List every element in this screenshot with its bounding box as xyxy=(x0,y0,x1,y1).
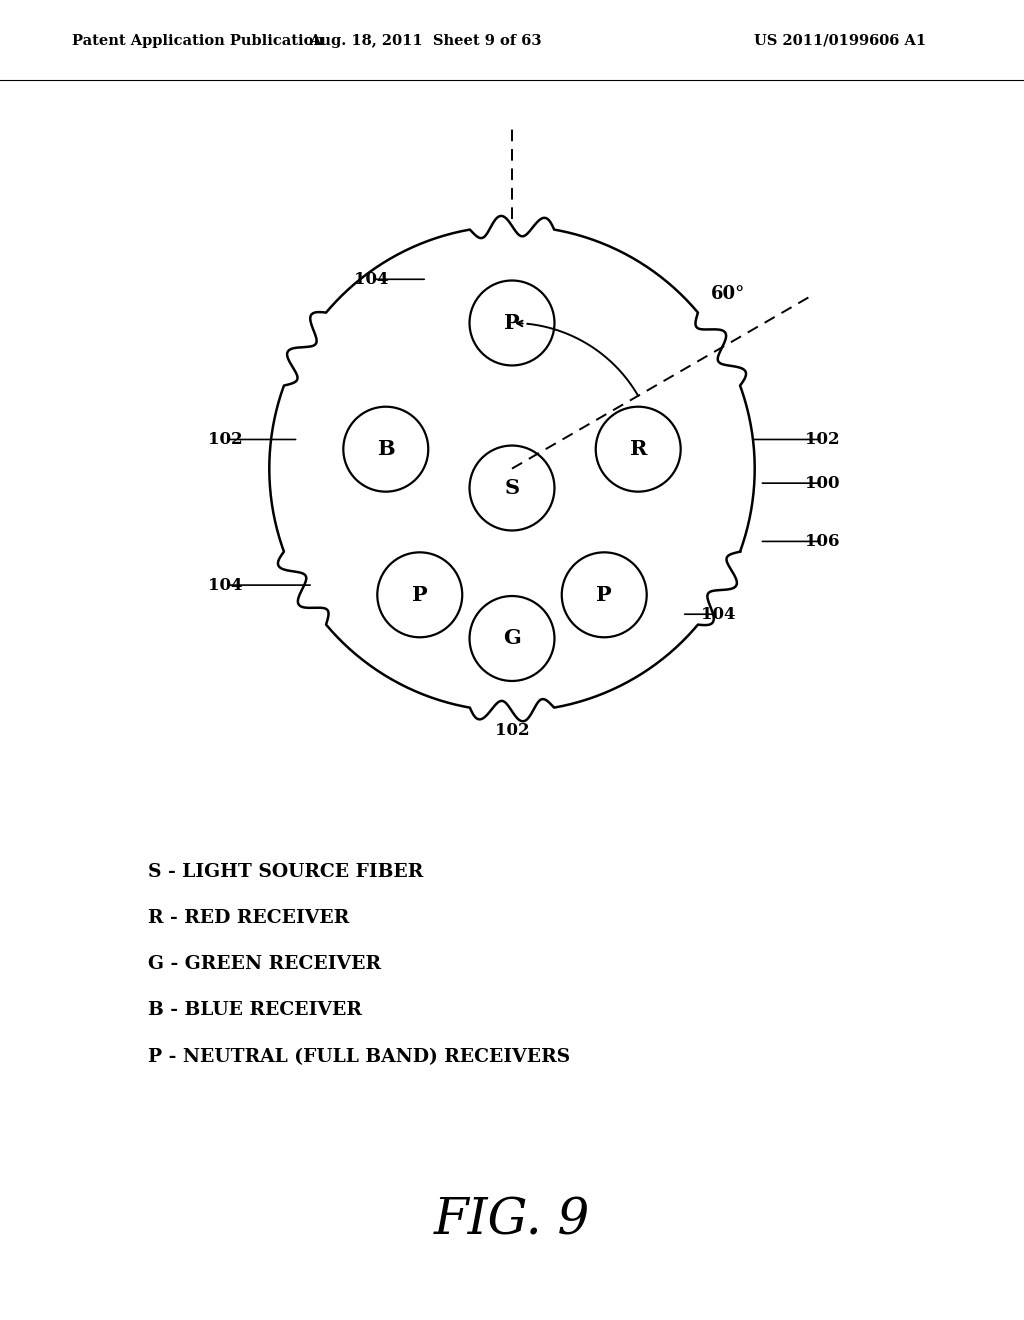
Text: P: P xyxy=(596,585,612,605)
Text: R - RED RECEIVER: R - RED RECEIVER xyxy=(148,909,350,927)
Text: P - NEUTRAL (FULL BAND) RECEIVERS: P - NEUTRAL (FULL BAND) RECEIVERS xyxy=(148,1048,570,1065)
Text: 102: 102 xyxy=(495,722,529,739)
Text: B - BLUE RECEIVER: B - BLUE RECEIVER xyxy=(148,1002,362,1019)
Circle shape xyxy=(343,407,428,491)
Text: 102: 102 xyxy=(805,430,840,447)
Circle shape xyxy=(562,552,647,638)
Text: S - LIGHT SOURCE FIBER: S - LIGHT SOURCE FIBER xyxy=(148,863,424,880)
Circle shape xyxy=(470,446,554,531)
Text: S: S xyxy=(505,478,519,498)
Text: G: G xyxy=(503,628,521,648)
Text: 60°: 60° xyxy=(711,285,745,302)
Text: 106: 106 xyxy=(806,533,840,550)
Text: FIG. 9: FIG. 9 xyxy=(434,1196,590,1246)
Text: G - GREEN RECEIVER: G - GREEN RECEIVER xyxy=(148,956,382,973)
Text: 100: 100 xyxy=(806,475,840,491)
Circle shape xyxy=(377,552,462,638)
Text: 104: 104 xyxy=(354,271,388,288)
Text: 104: 104 xyxy=(701,606,735,623)
Text: R: R xyxy=(630,440,647,459)
Text: Aug. 18, 2011  Sheet 9 of 63: Aug. 18, 2011 Sheet 9 of 63 xyxy=(308,34,542,48)
Text: B: B xyxy=(377,440,394,459)
Text: P: P xyxy=(412,585,428,605)
Circle shape xyxy=(596,407,681,491)
Text: P: P xyxy=(504,313,520,333)
Text: 104: 104 xyxy=(208,577,243,594)
Text: 102: 102 xyxy=(208,430,243,447)
Circle shape xyxy=(470,281,554,366)
Text: US 2011/0199606 A1: US 2011/0199606 A1 xyxy=(754,34,926,48)
Text: Patent Application Publication: Patent Application Publication xyxy=(72,34,324,48)
Circle shape xyxy=(470,597,554,681)
